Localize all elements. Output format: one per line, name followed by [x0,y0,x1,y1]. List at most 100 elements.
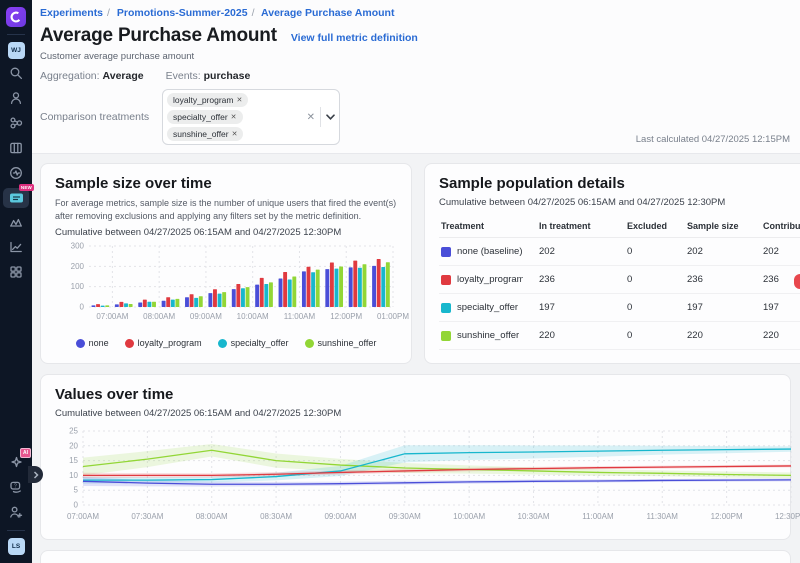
sample-size-cell: 220 [687,330,703,341]
svg-text:10: 10 [69,471,78,480]
treatment-name: sunshine_offer [457,330,520,341]
select-divider [320,107,321,127]
sidebar-divider [7,530,25,531]
in-treatment-cell: 202 [539,246,555,257]
legend-dot [217,338,227,348]
treatment-chip[interactable]: sunshine_offer ✕ [167,127,244,141]
feedback-handle[interactable] [794,274,800,289]
pulse-circle-icon[interactable] [5,162,27,184]
sample-size-chart[interactable]: 0 100 200 300 07:00AM 08:00AM 09:00AM 10:00AM 11… [55,241,410,331]
svg-text:10:30AM: 10:30AM [518,512,550,521]
search-icon[interactable] [5,62,27,84]
aggregation-label: Aggregation: [40,70,100,82]
contributors-cell: 236 [763,274,779,285]
table-row[interactable]: specialty_offer 197 0 197 197 [439,294,800,322]
table-row[interactable]: none (baseline) 202 0 202 202 [439,238,800,266]
chip-remove-icon[interactable]: ✕ [231,131,238,138]
table-row[interactable]: loyalty_program 236 0 236 236 [439,266,800,294]
breadcrumb: Experiments / Promotions-Summer-2025/ Ave… [40,7,790,19]
values-period: Cumulative between 04/27/2025 06:15AM an… [55,408,342,419]
svg-text:?: ? [14,484,17,490]
svg-text:12:00PM: 12:00PM [711,512,743,521]
aggregation-value: Average [102,70,144,82]
ai-assistant-icon[interactable]: AI [5,448,31,473]
svg-text:09:00AM: 09:00AM [324,512,356,521]
table-header-cell[interactable]: Contributors [763,221,800,231]
table-row[interactable]: sunshine_offer 220 0 220 220 [439,322,800,350]
svg-text:11:00AM: 11:00AM [284,312,316,321]
table-header-cell[interactable]: Sample size [687,221,739,231]
metric-subtitle: Customer average purchase amount [40,51,195,62]
invite-user-icon[interactable] [5,501,27,523]
line-chart-icon[interactable] [5,236,27,258]
last-calculated-text: Last calculated 04/27/2025 12:15PM [635,134,790,145]
treatment-chip[interactable]: loyalty_program ✕ [167,93,249,107]
svg-text:08:30AM: 08:30AM [260,512,292,521]
legend-item[interactable]: loyalty_program [124,338,202,348]
sidebar-item-active[interactable]: NEW [3,184,34,208]
treatment-chip[interactable]: specialty_offer ✕ [167,110,243,124]
svg-text:300: 300 [71,242,85,251]
sample-size-card: Sample size over time For average metric… [40,163,412,364]
sidebar-expand-handle[interactable] [28,466,43,483]
treatment-swatch [441,330,451,341]
chip-remove-icon[interactable]: ✕ [236,97,243,104]
statsig-logo-icon[interactable] [6,7,26,27]
treatment-swatch [441,274,451,285]
in-treatment-cell: 197 [539,302,555,313]
sample-size-description: For average metrics, sample size is the … [55,198,397,221]
user-icon[interactable] [5,87,27,109]
legend-item[interactable]: specialty_offer [217,338,289,348]
new-badge: NEW [18,184,34,191]
apps-grid-icon[interactable] [5,261,27,283]
legend-item[interactable]: sunshine_offer [304,338,376,348]
legend-item[interactable]: none [75,338,109,348]
svg-text:0: 0 [74,501,79,510]
svg-text:09:30AM: 09:30AM [389,512,421,521]
nodes-icon[interactable] [5,112,27,134]
svg-text:12:00PM: 12:00PM [330,312,362,321]
sidebar: WJ NEW AI [0,0,34,563]
svg-text:100: 100 [71,282,85,291]
excluded-cell: 0 [627,274,633,285]
table-header-cell[interactable]: Excluded [627,221,668,231]
dispersion-card: Metric dispersion Cumulative between 04/… [40,550,791,563]
cards-area: Sample size over time For average metric… [32,154,800,563]
legend-dot [124,338,134,348]
svg-text:0: 0 [80,303,85,312]
excluded-cell: 0 [627,330,633,341]
contributors-cell: 197 [763,302,779,313]
svg-text:08:00AM: 08:00AM [143,312,175,321]
breadcrumb-item[interactable]: Average Purchase Amount [261,7,395,19]
svg-text:12:30PM: 12:30PM [775,512,800,521]
sample-size-cell: 236 [687,274,703,285]
sample-size-title: Sample size over time [55,175,212,192]
svg-text:15: 15 [69,456,78,465]
breadcrumb-item[interactable]: Promotions-Summer-2025 [116,7,248,19]
workspace-avatar[interactable]: WJ [7,42,25,59]
chevron-down-icon[interactable] [326,114,335,120]
chip-remove-icon[interactable]: ✕ [230,114,237,121]
svg-text:11:00AM: 11:00AM [582,512,614,521]
page-title: Average Purchase Amount [40,25,277,46]
treatment-select[interactable]: loyalty_program ✕ specialty_offer ✕ sunshi… [162,89,340,145]
distribution-icon[interactable] [5,211,27,233]
svg-text:20: 20 [69,441,78,450]
aggregation-row: Aggregation: Average Events: purchase [40,70,790,82]
clear-selection-icon[interactable]: ✕ [306,111,315,123]
user-avatar[interactable]: LS [7,538,25,555]
columns-icon[interactable] [5,137,27,159]
table-header-cell[interactable]: In treatment [539,221,591,231]
svg-text:07:00AM: 07:00AM [67,512,99,521]
table-header-cell[interactable]: Treatment [441,221,485,231]
legend-dot [304,338,314,348]
view-metric-definition-link[interactable]: View full metric definition [290,32,418,44]
svg-text:07:30AM: 07:30AM [131,512,163,521]
help-chat-icon[interactable]: ? [5,476,27,498]
breadcrumb-item[interactable]: Experiments [40,7,104,19]
treatment-swatch [441,246,451,257]
population-period: Cumulative between 04/27/2025 06:15AM an… [439,197,726,208]
contributors-cell: 202 [763,246,779,257]
values-chart[interactable]: 0 5 10 15 20 25 07:00AM 07:30AM 08:00AM 08:30AM 09… [55,423,800,535]
